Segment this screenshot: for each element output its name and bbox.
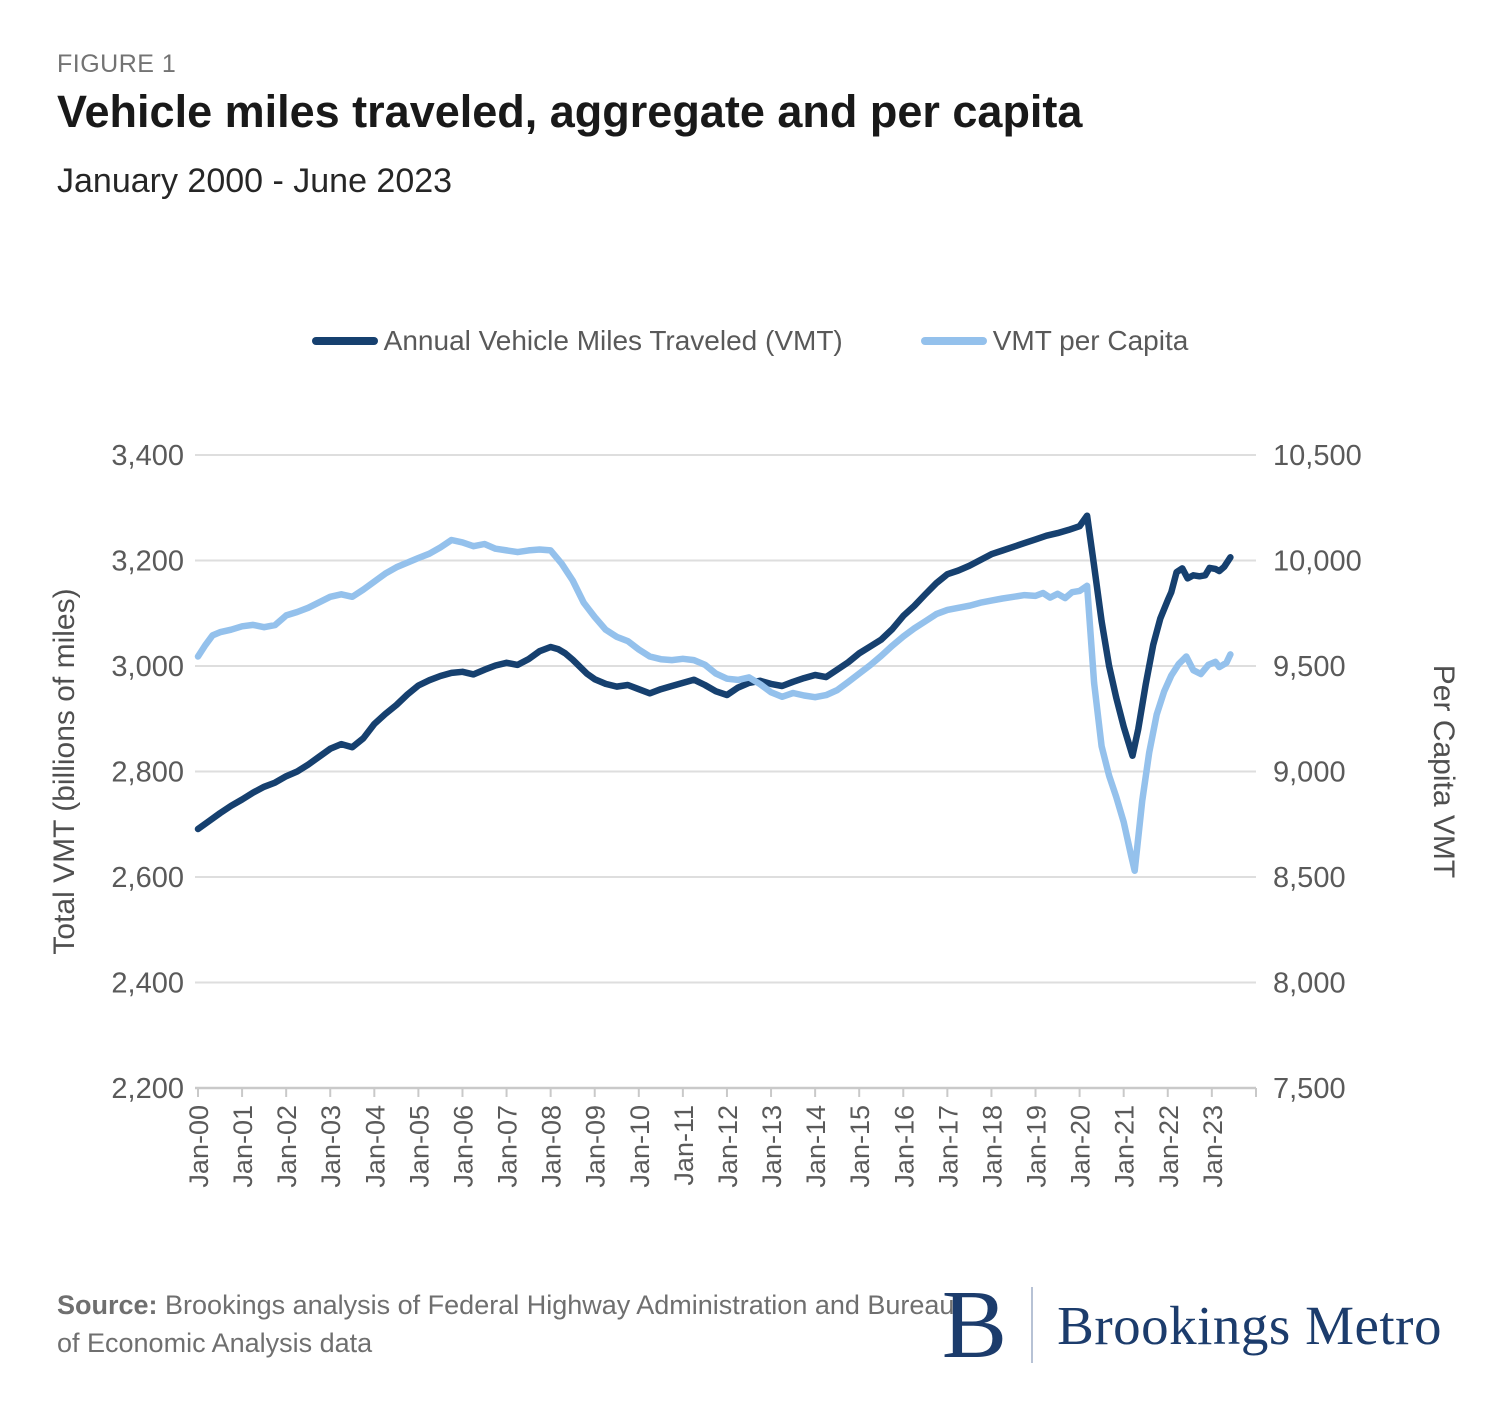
y-tick-label-left: 2,200	[111, 1073, 184, 1105]
legend: Annual Vehicle Miles Traveled (VMT) VMT …	[0, 325, 1500, 357]
line-chart: 2,200 7,500 2,400 8,000 2,600 8,500 2,800 9,000…	[48, 440, 1460, 1188]
y-axis-title-left: Total VMT (billions of miles)	[48, 588, 81, 954]
source-label: Source:	[57, 1290, 158, 1320]
x-tick-label: Jan-02	[272, 1105, 302, 1188]
logo-divider	[1031, 1287, 1034, 1363]
x-tick-label: Jan-10	[625, 1105, 655, 1188]
y-tick-label-right: 7,500	[1273, 1073, 1346, 1105]
x-tick-label: Jan-03	[316, 1105, 346, 1188]
x-tick-label: Jan-05	[404, 1105, 434, 1188]
x-tick-label: Jan-09	[581, 1105, 611, 1188]
logo-wordmark: Brookings Metro	[1057, 1294, 1442, 1356]
y-tick-label-right: 10,000	[1273, 546, 1362, 578]
y-tick-label-right: 9,500	[1273, 651, 1346, 683]
legend-item-total-vmt: Annual Vehicle Miles Traveled (VMT)	[311, 325, 843, 357]
x-tick-label: Jan-23	[1198, 1105, 1228, 1188]
brookings-b-logo-icon: B	[941, 1271, 1008, 1379]
x-tick-label: Jan-08	[537, 1105, 567, 1188]
x-tick-label: Jan-21	[1110, 1105, 1140, 1188]
x-tick-label: Jan-06	[448, 1105, 478, 1188]
y-tick-label-right: 10,500	[1273, 440, 1362, 472]
x-tick-label: Jan-14	[801, 1105, 831, 1188]
brookings-metro-logo: B Brookings Metro	[942, 1276, 1442, 1374]
y-tick-label-right: 9,000	[1273, 757, 1346, 789]
chart-subtitle: January 2000 - June 2023	[57, 162, 453, 200]
x-tick-label: Jan-01	[228, 1105, 258, 1188]
vmt-per-capita-line	[194, 536, 1234, 874]
x-tick-label: Jan-19	[1022, 1105, 1052, 1188]
y-tick-label-left: 2,600	[111, 862, 184, 894]
total-vmt-legend-swatch	[311, 337, 378, 345]
figure-label: FIGURE 1	[57, 50, 177, 78]
x-tick-label: Jan-07	[493, 1105, 523, 1188]
x-tick-label: Jan-17	[933, 1105, 963, 1188]
x-tick-label: Jan-11	[669, 1105, 699, 1186]
x-tick-label: Jan-16	[889, 1105, 919, 1188]
x-tick-label: Jan-13	[757, 1105, 787, 1188]
y-tick-label-left: 3,000	[111, 651, 184, 683]
total-vmt-legend-label: Annual Vehicle Miles Traveled (VMT)	[383, 325, 843, 356]
y-tick-label-left: 3,400	[111, 440, 184, 472]
x-tick-label: Jan-00	[184, 1105, 214, 1188]
y-tick-label-left: 3,200	[111, 546, 184, 578]
x-tick-label: Jan-18	[977, 1105, 1007, 1188]
x-tick-label: Jan-12	[713, 1105, 743, 1188]
legend-item-per-capita: VMT per Capita	[920, 325, 1189, 357]
y-tick-label-right: 8,000	[1273, 968, 1346, 1000]
x-tick-label: Jan-20	[1066, 1105, 1096, 1188]
x-tick-label: Jan-22	[1154, 1105, 1184, 1188]
per-capita-legend-label: VMT per Capita	[992, 325, 1189, 356]
y-tick-label-right: 8,500	[1273, 862, 1346, 894]
source-note: Source: Brookings analysis of Federal Hi…	[57, 1286, 957, 1363]
source-text: Brookings analysis of Federal Highway Ad…	[57, 1290, 955, 1359]
y-axis-title-right: Per Capita VMT	[1427, 665, 1460, 878]
y-tick-label-left: 2,800	[111, 757, 184, 789]
y-tick-label-left: 2,400	[111, 968, 184, 1000]
per-capita-legend-swatch	[920, 337, 987, 345]
x-tick-label: Jan-04	[360, 1105, 390, 1188]
page-title: Vehicle miles traveled, aggregate and pe…	[57, 86, 1083, 137]
x-tick-label: Jan-15	[845, 1105, 875, 1188]
